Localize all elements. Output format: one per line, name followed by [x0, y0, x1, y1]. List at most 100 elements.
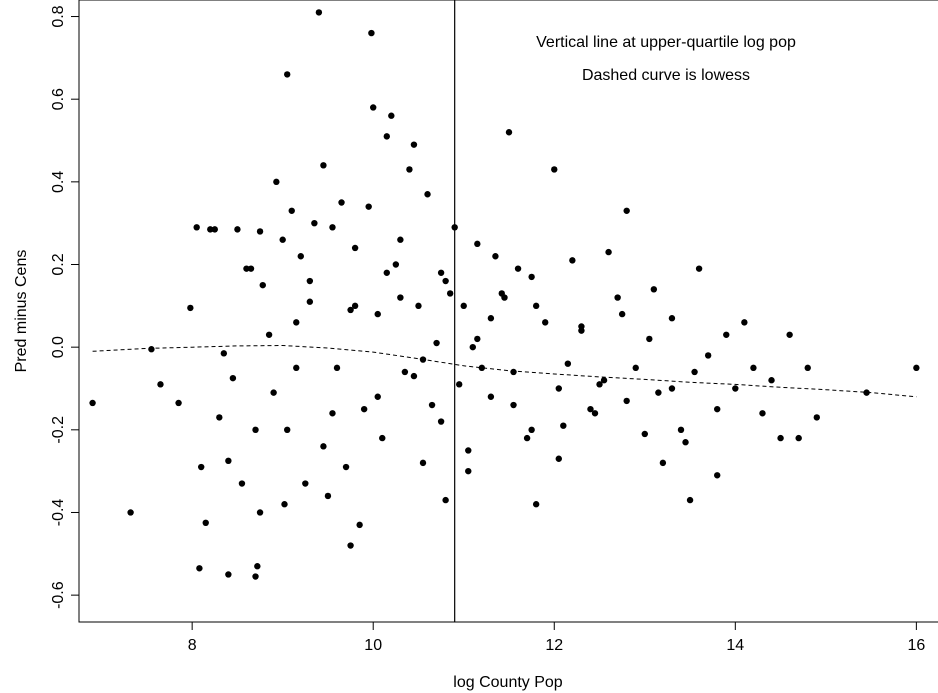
data-point [202, 519, 209, 527]
data-point [360, 405, 368, 413]
data-point [424, 191, 431, 198]
data-point [777, 434, 784, 442]
data-point [198, 463, 205, 471]
data-point [225, 457, 232, 465]
data-point [442, 277, 449, 285]
data-point [487, 315, 495, 322]
data-point [356, 521, 363, 529]
x-tick-label: 14 [726, 637, 744, 654]
data-point [632, 364, 639, 372]
data-point [569, 257, 576, 264]
data-point [254, 563, 261, 570]
data-point [306, 277, 314, 285]
data-point [691, 368, 698, 376]
data-point [551, 166, 558, 173]
data-point [196, 565, 203, 572]
data-point [347, 306, 354, 314]
data-point [406, 166, 413, 173]
data-point [564, 360, 572, 367]
data-point [456, 381, 463, 388]
data-point [623, 397, 630, 405]
data-point [388, 112, 395, 119]
data-point [623, 207, 630, 214]
data-point [333, 364, 341, 372]
data-point [410, 372, 418, 380]
x-axis-label: log County Pop [453, 674, 563, 691]
data-point [600, 377, 608, 384]
y-tick-label: -0.2 [50, 416, 67, 444]
data-point [646, 335, 653, 343]
data-point [655, 389, 662, 396]
data-point [505, 129, 513, 136]
data-point [469, 343, 476, 351]
data-point [474, 335, 481, 343]
data-point [306, 298, 314, 305]
data-point [383, 269, 390, 276]
data-point [351, 244, 359, 252]
data-point [695, 265, 703, 272]
data-point [704, 352, 712, 359]
data-point [252, 426, 259, 434]
data-point [555, 455, 562, 462]
data-point [428, 401, 436, 409]
data-point [437, 418, 445, 425]
data-point [211, 226, 218, 233]
data-point [532, 302, 540, 310]
data-point [686, 496, 694, 504]
data-point [528, 273, 535, 281]
data-point [329, 224, 336, 231]
data-point [460, 302, 467, 310]
data-point [618, 310, 626, 318]
data-point [714, 405, 721, 413]
lowess-curve [92, 344, 917, 398]
data-point [795, 434, 802, 442]
data-point [587, 405, 594, 413]
data-point [555, 385, 562, 392]
data-point [207, 226, 214, 233]
data-point [216, 414, 223, 421]
data-point [157, 381, 164, 388]
data-point [392, 261, 400, 268]
data-point [528, 426, 535, 434]
data-point [442, 496, 449, 504]
data-point [501, 294, 508, 301]
data-point [723, 331, 730, 338]
data-point [148, 346, 155, 353]
data-point [288, 207, 295, 214]
data-point [732, 385, 739, 392]
data-point [641, 430, 648, 438]
data-point [542, 319, 549, 326]
data-point [320, 443, 327, 450]
data-point [913, 364, 920, 372]
data-point [510, 401, 517, 409]
data-point [284, 426, 291, 434]
data-point [446, 290, 454, 297]
data-point [270, 389, 277, 396]
data-point [225, 571, 232, 578]
data-point [401, 368, 409, 376]
data-point [320, 162, 327, 169]
data-point [238, 480, 246, 487]
y-tick-label: -0.6 [50, 581, 67, 609]
data-point [759, 410, 766, 417]
data-point [297, 253, 304, 260]
plot-frame [78, 0, 938, 623]
data-point [175, 399, 182, 407]
data-point [487, 393, 495, 400]
data-point [284, 71, 291, 78]
data-point [256, 228, 264, 235]
data-point [614, 294, 621, 301]
data-point [433, 339, 440, 347]
data-point [397, 236, 404, 243]
data-point [383, 133, 390, 140]
data-point [813, 414, 820, 421]
axis-ticks: 8 10 12 14 16 -0.6 -0.4 -0.2 0.0 0.2 0.4 0.6 0.8 [50, 5, 925, 654]
data-point [193, 224, 200, 231]
data-point [741, 319, 748, 326]
y-axis-label: Pred minus Cens [13, 250, 30, 373]
data-point [786, 331, 793, 338]
y-tick-label: -0.4 [50, 499, 67, 527]
data-point [347, 542, 354, 549]
data-point [302, 480, 309, 487]
